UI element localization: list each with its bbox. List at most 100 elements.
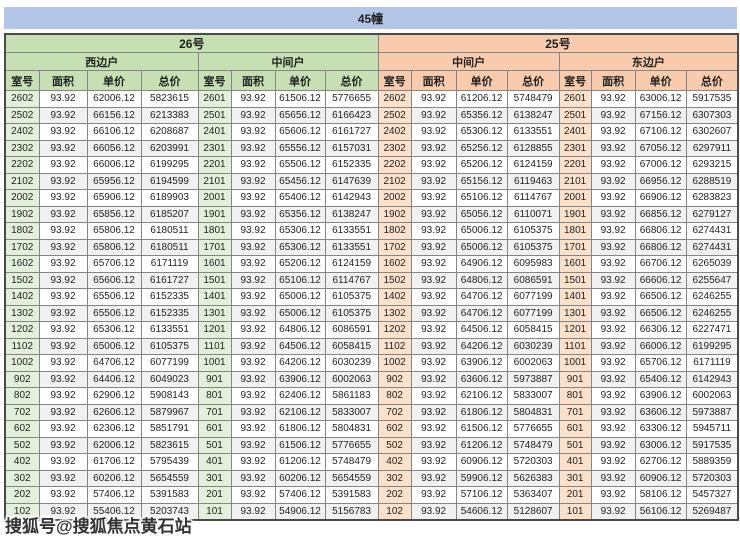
room-cell: 2602 [4,90,40,108]
room-cell: 1602 [4,255,40,273]
area-cell: 93.92 [590,420,636,438]
table-row: 2502 93.92 66156.12 6213383 2501 93.92 65656.1… [4,106,739,124]
area-cell: 93.92 [230,90,276,108]
unit-price-cell: 65406.12 [274,189,326,207]
unit-price-cell: 64706.12 [86,354,142,372]
unit-price-cell: 62006.12 [86,90,142,108]
table-row: 402 93.92 61706.12 5795439 401 93.92 61206.12 5… [4,453,739,471]
unit-price-cell: 61506.12 [274,436,326,454]
column-header: 面积 [38,70,88,91]
unit-price-cell: 55406.12 [86,502,142,520]
area-cell: 93.92 [230,469,276,487]
column-header: 单价 [634,70,687,91]
unit-price-cell: 67006.12 [634,156,687,174]
total-price-cell: 5795439 [140,453,199,471]
area-cell: 93.92 [38,387,88,405]
area-cell: 93.92 [590,156,636,174]
room-cell: 102 [4,502,40,520]
area-cell: 93.92 [230,106,276,124]
table-row: 2602 93.92 62006.12 5823615 2601 93.92 61506.1… [4,90,739,108]
total-price-cell: 6049023 [140,370,199,388]
unit-price-cell: 65606.12 [86,271,142,289]
area-cell: 93.92 [590,370,636,388]
unit-price-cell: 65906.12 [86,189,142,207]
room-cell: 602 [4,420,40,438]
total-price-cell: 6133551 [324,222,379,240]
area-cell: 93.92 [38,288,88,306]
room-cell: 201 [197,486,232,504]
room-cell: 702 [377,403,412,421]
unit-price-cell: 66306.12 [634,321,687,339]
total-price-cell: 5776655 [324,90,379,108]
unit-price-cell: 66006.12 [634,337,687,355]
unit-price-cell: 65006.12 [86,337,142,355]
room-cell: 101 [197,502,232,520]
area-cell: 93.92 [410,337,457,355]
room-cell: 201 [558,486,592,504]
area-cell: 93.92 [410,436,457,454]
area-cell: 93.92 [38,123,88,141]
total-price-cell: 5908143 [140,387,199,405]
total-price-cell: 5833007 [324,403,379,421]
area-cell: 93.92 [410,123,457,141]
total-price-cell: 5720303 [506,453,560,471]
area-cell: 93.92 [590,304,636,322]
room-cell: 2001 [558,189,592,207]
area-cell: 93.92 [410,387,457,405]
column-header: 总价 [685,70,739,91]
unit-price-cell: 63306.12 [634,420,687,438]
total-price-cell: 6171119 [685,354,739,372]
total-price-cell: 6147639 [324,172,379,190]
room-cell: 401 [197,453,232,471]
room-cell: 1202 [377,321,412,339]
area-cell: 93.92 [38,205,88,223]
unit-price-cell: 61806.12 [274,420,326,438]
room-cell: 2101 [558,172,592,190]
room-cell: 2302 [4,139,40,157]
unit-price-cell: 65206.12 [274,255,326,273]
total-price-cell: 6105375 [506,238,560,256]
area-cell: 93.92 [410,486,457,504]
total-price-cell: 6203991 [140,139,199,157]
column-header: 面积 [590,70,636,91]
unit-price-cell: 66506.12 [634,304,687,322]
area-cell: 93.92 [38,238,88,256]
room-cell: 901 [558,370,592,388]
building-26-header: 26号 [4,33,379,53]
room-cell: 1102 [4,337,40,355]
area-cell: 93.92 [230,420,276,438]
area-cell: 93.92 [410,420,457,438]
room-cell: 1401 [197,288,232,306]
total-price-cell: 5391583 [140,486,199,504]
building-title: 45幢 [4,7,737,29]
total-price-cell: 5973887 [506,370,560,388]
unit-price-cell: 65606.12 [274,123,326,141]
area-cell: 93.92 [38,139,88,157]
area-cell: 93.92 [410,222,457,240]
area-cell: 93.92 [590,172,636,190]
room-cell: 902 [377,370,412,388]
unit-price-cell: 64206.12 [274,354,326,372]
total-price-cell: 6283823 [685,189,739,207]
area-cell: 93.92 [590,288,636,306]
column-header: 单价 [274,70,326,91]
room-cell: 502 [4,436,40,454]
room-cell: 301 [197,469,232,487]
total-price-cell: 6255647 [685,271,739,289]
unit-price-cell: 64806.12 [274,321,326,339]
section-west-26-header: 西边户 [4,52,199,71]
area-cell: 93.92 [230,172,276,190]
room-cell: 1002 [4,354,40,372]
area-cell: 93.92 [230,403,276,421]
total-price-cell: 5748479 [506,90,560,108]
unit-price-cell: 67156.12 [634,106,687,124]
area-cell: 93.92 [230,222,276,240]
total-price-cell: 5833007 [506,387,560,405]
unit-price-cell: 64806.12 [455,271,508,289]
room-cell: 2201 [558,156,592,174]
unit-price-cell: 67106.12 [634,123,687,141]
area-cell: 93.92 [230,304,276,322]
total-price-cell: 5776655 [506,420,560,438]
unit-price-cell: 54906.12 [274,502,326,520]
unit-price-cell: 65306.12 [274,238,326,256]
